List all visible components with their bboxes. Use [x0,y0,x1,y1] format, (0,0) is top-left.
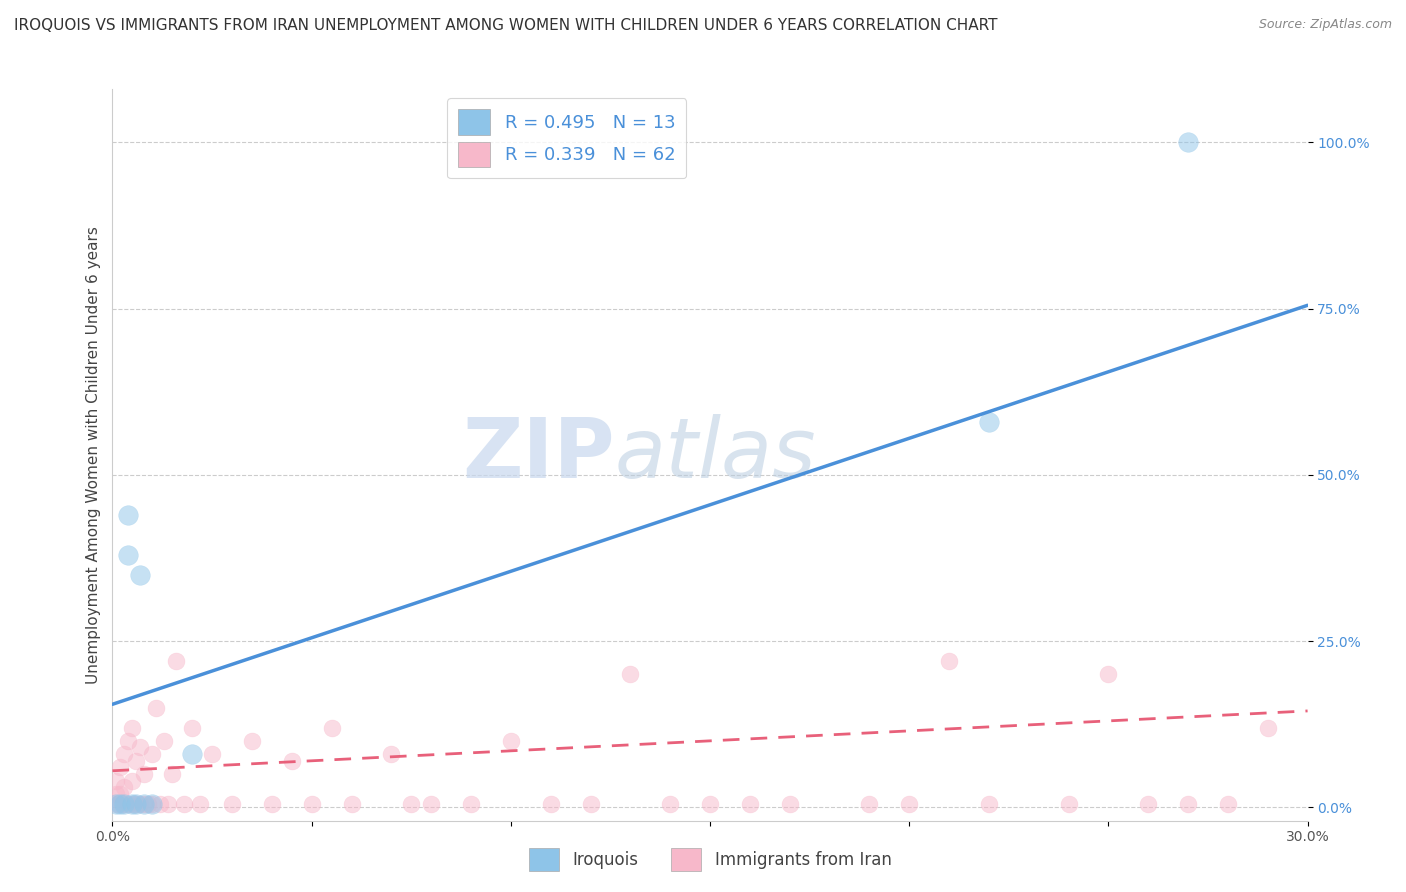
Point [114,797,135,811]
Point [499,734,522,748]
Point [301,797,323,811]
Point [1097,667,1119,681]
Point [938,654,960,668]
Point [1057,797,1080,811]
Point [114,747,135,761]
Point [221,797,243,811]
Point [114,797,135,811]
Point [157,797,180,811]
Point [149,797,172,811]
Point [181,747,204,761]
Point [138,797,160,811]
Point [173,797,195,811]
Point [134,797,156,811]
Point [281,754,304,768]
Point [977,415,1000,429]
Point [779,797,801,811]
Point [659,797,682,811]
Point [110,760,132,774]
Point [117,508,139,522]
Point [129,567,152,582]
Point [125,797,148,811]
Point [105,787,128,801]
Point [540,797,562,811]
Point [380,747,402,761]
Point [117,548,139,562]
Text: atlas: atlas [614,415,815,495]
Point [260,797,283,811]
Point [165,654,187,668]
Point [401,797,423,811]
Point [619,667,641,681]
Point [141,747,163,761]
Point [121,721,143,735]
Text: Source: ZipAtlas.com: Source: ZipAtlas.com [1258,18,1392,31]
Point [129,797,152,811]
Point [134,797,156,811]
Point [1137,797,1160,811]
Point [110,787,132,801]
Point [321,721,343,735]
Point [188,797,211,811]
Point [898,797,921,811]
Point [125,754,148,768]
Y-axis label: Unemployment Among Women with Children Under 6 years: Unemployment Among Women with Children U… [86,226,101,684]
Text: IROQUOIS VS IMMIGRANTS FROM IRAN UNEMPLOYMENT AMONG WOMEN WITH CHILDREN UNDER 6 : IROQUOIS VS IMMIGRANTS FROM IRAN UNEMPLO… [14,18,998,33]
Point [121,797,143,811]
Point [1257,721,1279,735]
Point [114,780,135,795]
Point [121,797,143,811]
Point [125,797,148,811]
Point [1216,797,1239,811]
Point [420,797,443,811]
Point [201,747,224,761]
Point [110,797,132,811]
Point [858,797,880,811]
Point [105,797,128,811]
Point [162,767,183,781]
Point [141,797,163,811]
Point [117,797,139,811]
Point [134,767,156,781]
Point [738,797,761,811]
Point [153,734,176,748]
Point [105,773,128,788]
Point [579,797,602,811]
Point [145,700,167,714]
Point [240,734,263,748]
Point [181,721,204,735]
Point [977,797,1000,811]
Point [460,797,482,811]
Point [1177,797,1199,811]
Point [699,797,721,811]
Point [121,773,143,788]
Point [105,797,128,811]
Text: ZIP: ZIP [463,415,614,495]
Point [129,740,152,755]
Point [141,797,163,811]
Point [340,797,363,811]
Point [1177,136,1199,150]
Legend: Iroquois, Immigrants from Iran: Iroquois, Immigrants from Iran [522,841,898,878]
Point [110,797,132,811]
Point [117,734,139,748]
